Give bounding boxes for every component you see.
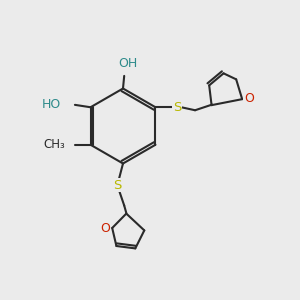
Text: S: S <box>113 178 122 192</box>
Text: OH: OH <box>118 57 137 70</box>
Text: CH₃: CH₃ <box>43 138 65 151</box>
Text: O: O <box>244 92 254 105</box>
Text: S: S <box>173 101 181 114</box>
Text: HO: HO <box>41 98 61 111</box>
Text: O: O <box>101 221 110 235</box>
